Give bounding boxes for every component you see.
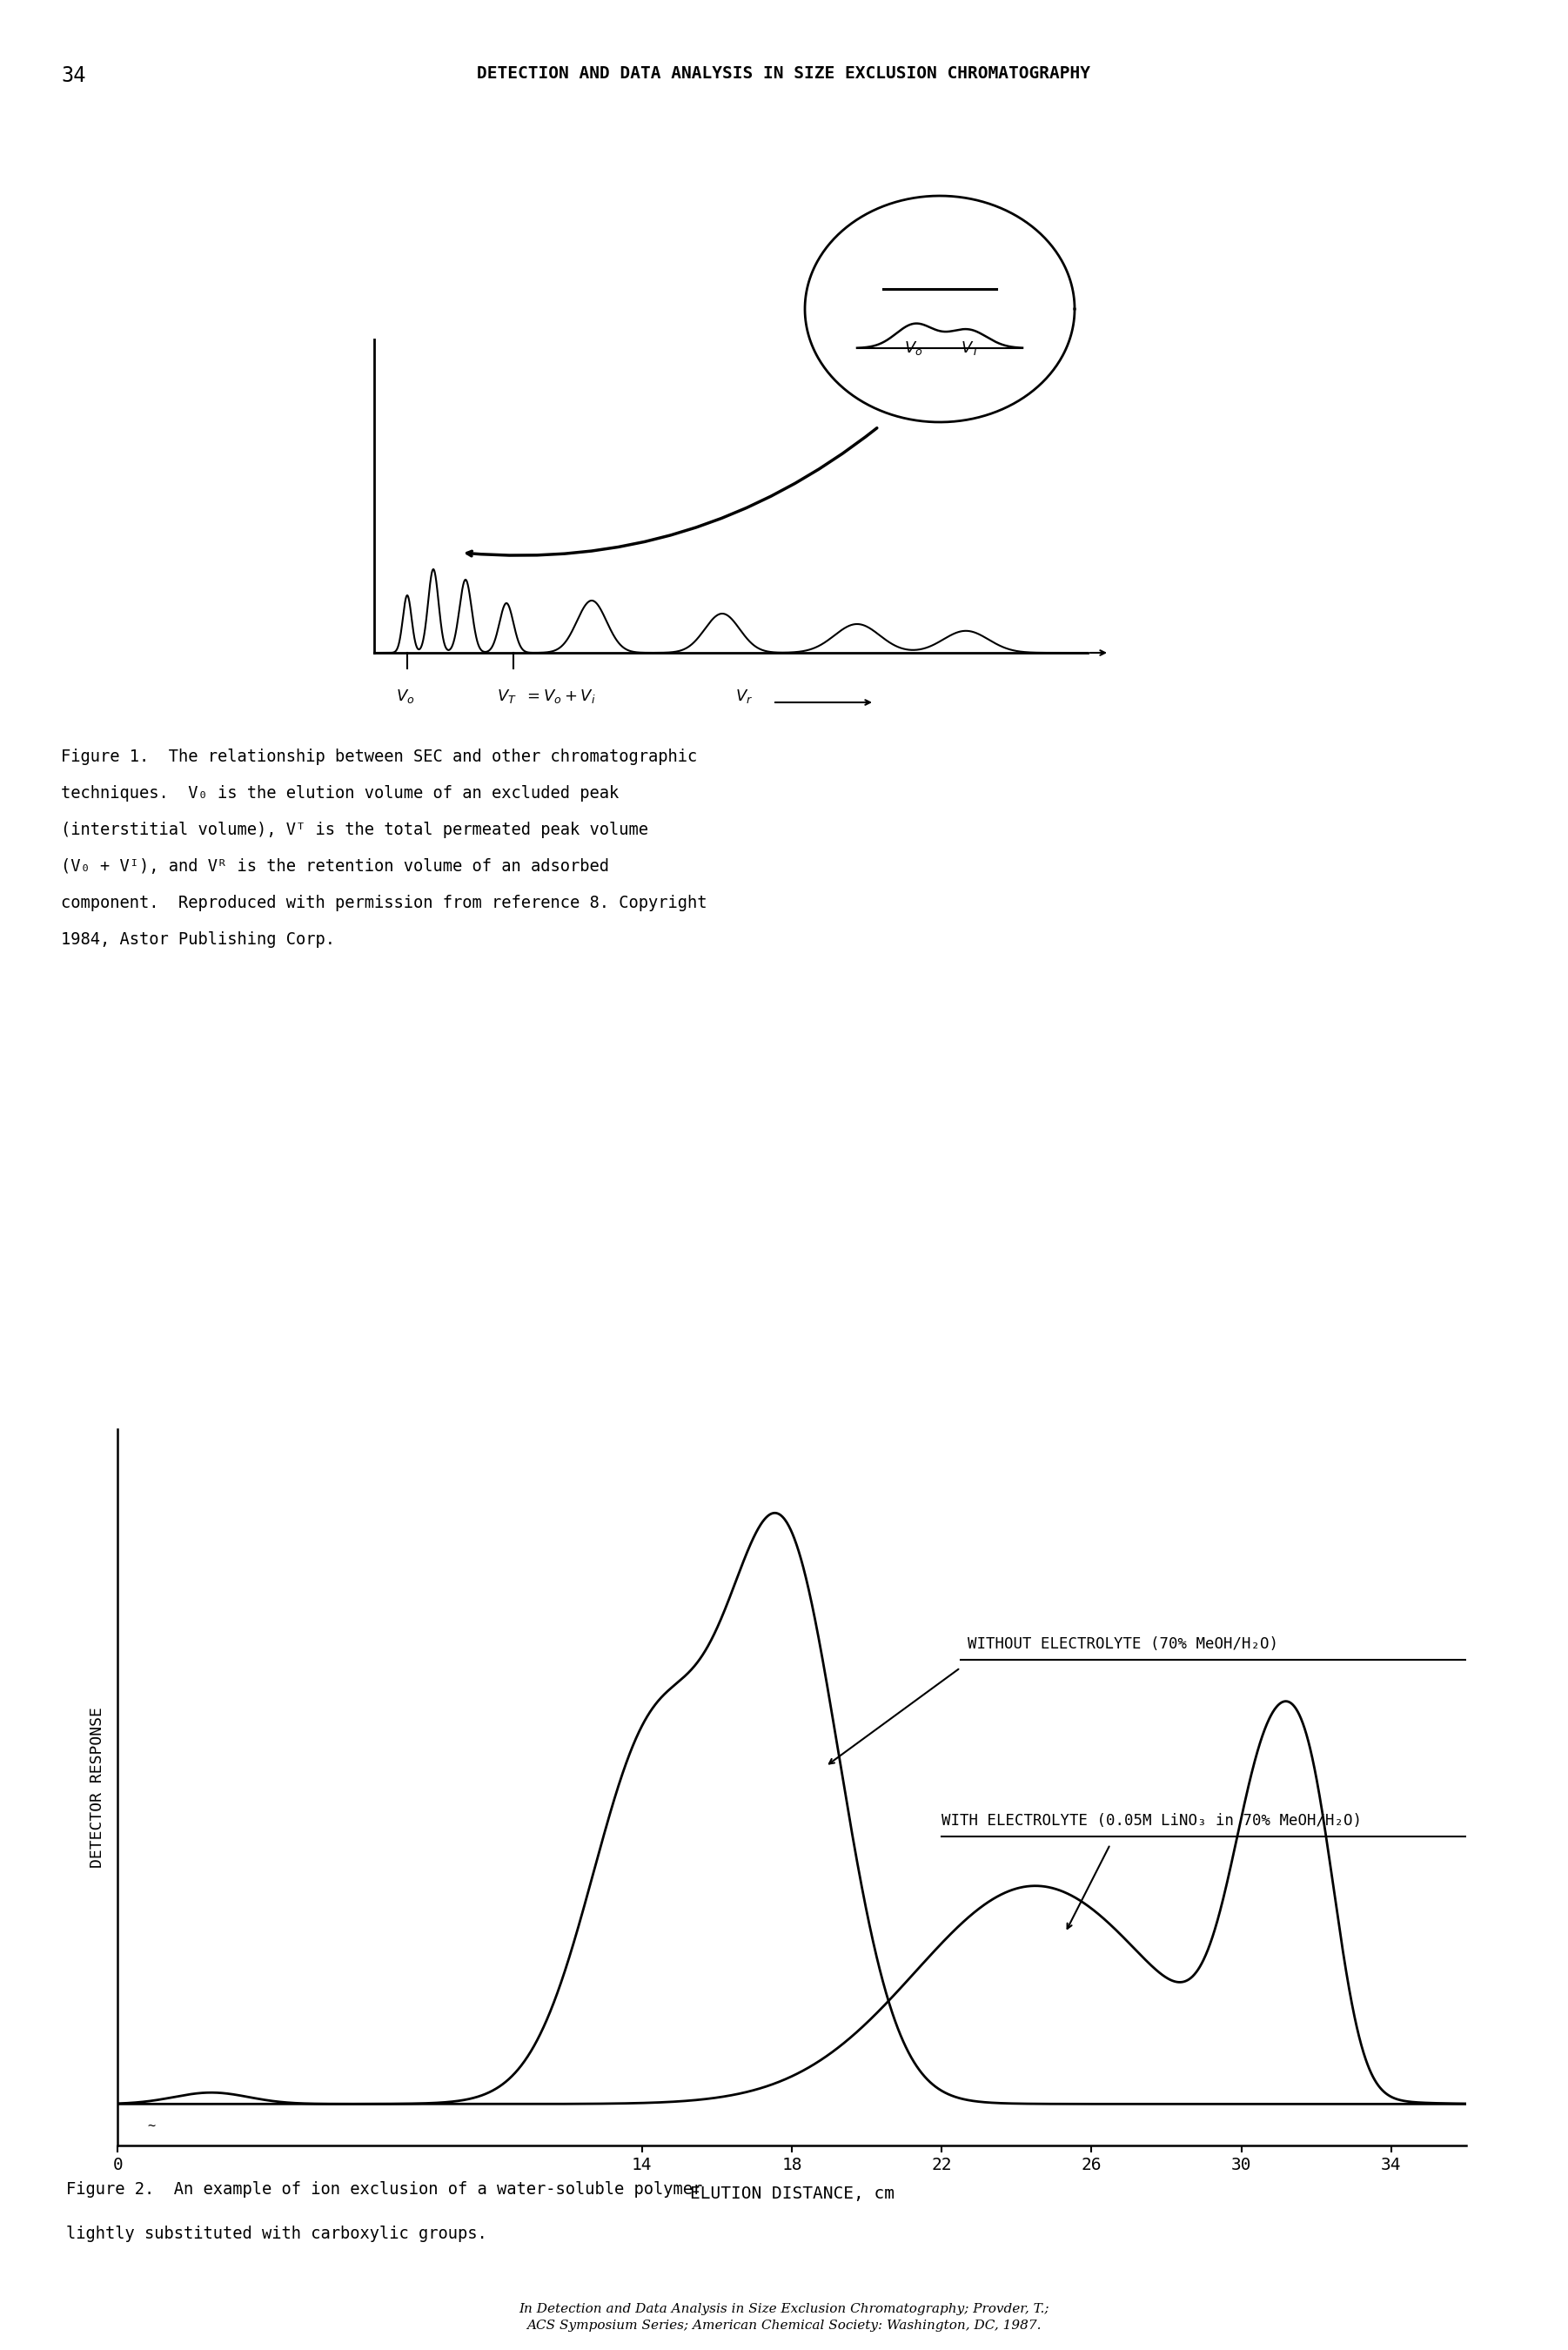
Text: techniques.  V₀ is the elution volume of an excluded peak: techniques. V₀ is the elution volume of … — [61, 785, 619, 801]
Text: DETECTION AND DATA ANALYSIS IN SIZE EXCLUSION CHROMATOGRAPHY: DETECTION AND DATA ANALYSIS IN SIZE EXCL… — [477, 66, 1090, 82]
Text: $V_r$: $V_r$ — [735, 689, 753, 705]
Text: In Detection and Data Analysis in Size Exclusion Chromatography; Provder, T.;: In Detection and Data Analysis in Size E… — [519, 2303, 1049, 2315]
Text: WITHOUT ELECTROLYTE (70% MeOH/H₂O): WITHOUT ELECTROLYTE (70% MeOH/H₂O) — [967, 1636, 1278, 1652]
Text: 34: 34 — [61, 66, 86, 87]
Text: $V_o$: $V_o$ — [905, 338, 924, 357]
Text: ~: ~ — [147, 2120, 155, 2131]
Text: (V₀ + Vᴵ), and Vᴿ is the retention volume of an adsorbed: (V₀ + Vᴵ), and Vᴿ is the retention volum… — [61, 858, 608, 874]
Text: component.  Reproduced with permission from reference 8. Copyright: component. Reproduced with permission fr… — [61, 895, 707, 912]
Text: $V_T$: $V_T$ — [497, 689, 516, 705]
Text: Figure 1.  The relationship between SEC and other chromatographic: Figure 1. The relationship between SEC a… — [61, 750, 698, 766]
Text: 1984, Astor Publishing Corp.: 1984, Astor Publishing Corp. — [61, 931, 336, 947]
Text: (interstitial volume), Vᵀ is the total permeated peak volume: (interstitial volume), Vᵀ is the total p… — [61, 822, 648, 839]
Text: Figure 2.  An example of ion exclusion of a water-soluble polymer: Figure 2. An example of ion exclusion of… — [66, 2181, 702, 2197]
Text: ACS Symposium Series; American Chemical Society: Washington, DC, 1987.: ACS Symposium Series; American Chemical … — [527, 2319, 1041, 2331]
X-axis label: ELUTION DISTANCE, cm: ELUTION DISTANCE, cm — [690, 2186, 894, 2202]
Text: $=V_o+V_i$: $=V_o+V_i$ — [524, 689, 596, 705]
Y-axis label: DETECTOR RESPONSE: DETECTOR RESPONSE — [89, 1706, 105, 1868]
Text: $V_T$: $V_T$ — [960, 338, 980, 357]
Text: WITH ELECTROLYTE (0.05M LiNO₃ in 70% MeOH/H₂O): WITH ELECTROLYTE (0.05M LiNO₃ in 70% MeO… — [942, 1814, 1363, 1828]
Text: lightly substituted with carboxylic groups.: lightly substituted with carboxylic grou… — [66, 2225, 486, 2242]
Text: $V_o$: $V_o$ — [397, 689, 416, 705]
